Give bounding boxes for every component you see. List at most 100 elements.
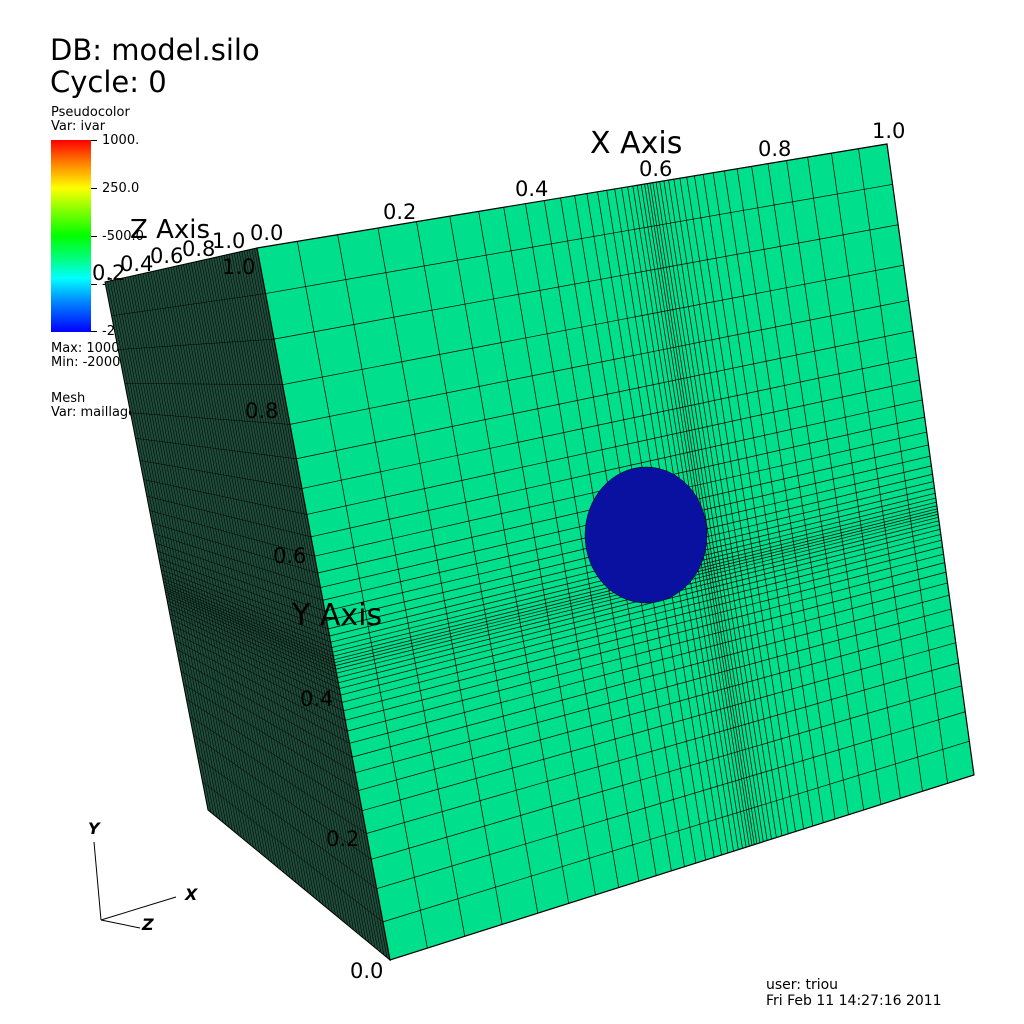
triad-y-label: Y: [88, 819, 101, 838]
legend-min: Min: -2000.: [51, 355, 125, 370]
mesh-line: [160, 564, 329, 630]
mesh-line: [171, 625, 344, 712]
mesh-line: [694, 175, 796, 832]
mesh-line: [125, 277, 233, 831]
mesh-line: [193, 735, 372, 860]
mesh-line: [167, 600, 338, 678]
colorbar-label: 1000.: [102, 133, 140, 148]
mesh-line: [362, 642, 956, 812]
mesh-line: [858, 148, 948, 784]
mesh-line: [337, 234, 466, 937]
cycle-label: Cycle: 0: [50, 65, 167, 99]
mesh-line: [702, 174, 804, 830]
mesh-line: [206, 259, 330, 911]
y-tick-label: 0.6: [273, 544, 306, 568]
mesh-line: [347, 571, 947, 732]
mesh-line: [659, 181, 764, 842]
mesh-line: [178, 659, 353, 758]
mesh-line: [246, 250, 379, 951]
mesh-line: [174, 640, 348, 732]
mesh-line: [673, 179, 777, 838]
mesh-line: [109, 280, 215, 816]
mesh-line: [122, 277, 230, 828]
mesh-line: [371, 685, 962, 860]
x-tick-label: 0.2: [383, 200, 416, 224]
mesh-line: [306, 379, 920, 515]
mesh-line: [152, 271, 266, 858]
mesh-line: [173, 266, 291, 878]
mesh-line: [208, 258, 333, 913]
colorbar-tick: [91, 188, 97, 189]
mesh-line: [165, 591, 336, 667]
mesh-line: [416, 221, 539, 914]
mesh-line: [142, 273, 254, 848]
mesh-line: [175, 266, 294, 881]
y-tick-label: 0.8: [245, 399, 278, 423]
mesh-line: [767, 163, 865, 810]
mesh-line: [201, 260, 324, 906]
mesh-line: [712, 172, 814, 827]
colorbar-tick: [91, 331, 97, 332]
mesh-line: [239, 251, 370, 943]
mesh-line: [161, 569, 330, 637]
x-tick-label: 0.0: [250, 221, 283, 245]
colorbar-tick: [91, 284, 97, 285]
mesh-line: [189, 715, 367, 834]
colorbar-tick: [91, 140, 97, 141]
mesh-line: [525, 203, 640, 882]
mesh-line: [226, 254, 354, 931]
mesh-legend-var: Var: maillage: [51, 405, 137, 420]
mesh-line: [221, 255, 348, 926]
mesh-line: [160, 269, 275, 866]
z-tick-label: 0.6: [150, 244, 183, 268]
mesh-line: [202, 781, 384, 923]
mesh-line: [213, 257, 339, 918]
mesh-line: [149, 510, 315, 557]
mesh-line: [188, 263, 309, 893]
mesh-line: [185, 263, 306, 891]
mesh-line: [341, 546, 943, 703]
mesh-line: [254, 248, 388, 958]
mesh-line: [358, 624, 954, 791]
mesh-line: [198, 260, 321, 903]
mesh-line: [503, 207, 620, 888]
y-tick-label: 0.2: [326, 827, 359, 851]
mesh-line: [135, 438, 297, 460]
database-label: DB: model.silo: [50, 33, 260, 67]
mesh-line: [132, 275, 242, 838]
mesh-line: [211, 258, 336, 916]
mesh-line: [190, 262, 312, 896]
mesh-line: [111, 293, 266, 317]
mesh-line: [163, 584, 334, 657]
mesh-line: [273, 224, 899, 340]
y-tick-label: 1.0: [222, 255, 255, 279]
mesh-line: [124, 383, 283, 385]
mesh-line: [751, 166, 849, 815]
mesh-line: [736, 168, 836, 820]
mesh-line: [338, 528, 941, 684]
mesh-line: [161, 574, 331, 643]
mesh-line: [167, 604, 339, 684]
mesh-line: [168, 608, 340, 689]
mesh-line: [296, 241, 428, 949]
mesh-line: [186, 699, 363, 811]
mesh-line: [663, 180, 768, 841]
x-tick-label: 0.6: [639, 157, 672, 181]
mesh-line: [130, 276, 239, 836]
mesh-line: [157, 270, 272, 863]
colorbar-label: 250.0: [102, 181, 140, 196]
mesh-line: [163, 268, 279, 868]
timestamp-label: Fri Feb 11 14:27:16 2011: [766, 993, 942, 1009]
mesh-line: [155, 542, 323, 601]
mesh-line: [236, 252, 366, 941]
mesh-line: [807, 157, 901, 799]
mesh-line: [478, 211, 596, 895]
mesh-line: [354, 608, 952, 774]
mesh-line: [195, 261, 318, 901]
y-tick-label: 0.4: [300, 687, 333, 711]
mesh-line: [686, 177, 789, 834]
legend-max: Max: 1000.: [51, 341, 124, 356]
mesh-line: [165, 268, 282, 871]
mesh-line: [231, 253, 360, 936]
